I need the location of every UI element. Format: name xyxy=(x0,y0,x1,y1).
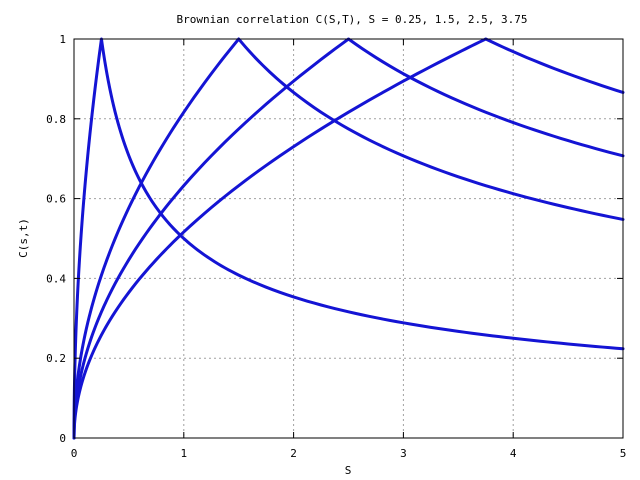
x-tick-label: 2 xyxy=(290,447,297,460)
x-tick-label: 4 xyxy=(510,447,517,460)
series-group xyxy=(72,37,625,440)
series-line-s-1_5 xyxy=(72,37,625,440)
axis-ticks xyxy=(73,38,624,439)
series-line-s-0_25 xyxy=(72,37,625,440)
series-line-s-2_5 xyxy=(72,37,625,440)
y-tick-label: 1 xyxy=(59,33,66,46)
y-tick-label: 0.8 xyxy=(46,113,66,126)
series-line-s-3_75 xyxy=(72,37,625,440)
x-tick-label: 0 xyxy=(71,447,78,460)
tick-labels: 0 1 2 3 4 5 0 0.2 0.4 0.6 0.8 1 xyxy=(46,33,626,460)
x-tick-label: 1 xyxy=(180,447,187,460)
y-tick-label: 0.2 xyxy=(46,352,66,365)
y-tick-label: 0.4 xyxy=(46,272,66,285)
x-axis-label: S xyxy=(345,464,352,477)
x-tick-label: 3 xyxy=(400,447,407,460)
y-tick-label: 0 xyxy=(59,432,66,445)
plot-frame xyxy=(73,38,624,439)
chart-title: Brownian correlation C(S,T), S = 0.25, 1… xyxy=(177,13,528,26)
grid xyxy=(74,39,623,438)
x-tick-label: 5 xyxy=(620,447,627,460)
y-axis-label: C(s,t) xyxy=(17,218,30,258)
y-tick-label: 0.6 xyxy=(46,193,66,206)
